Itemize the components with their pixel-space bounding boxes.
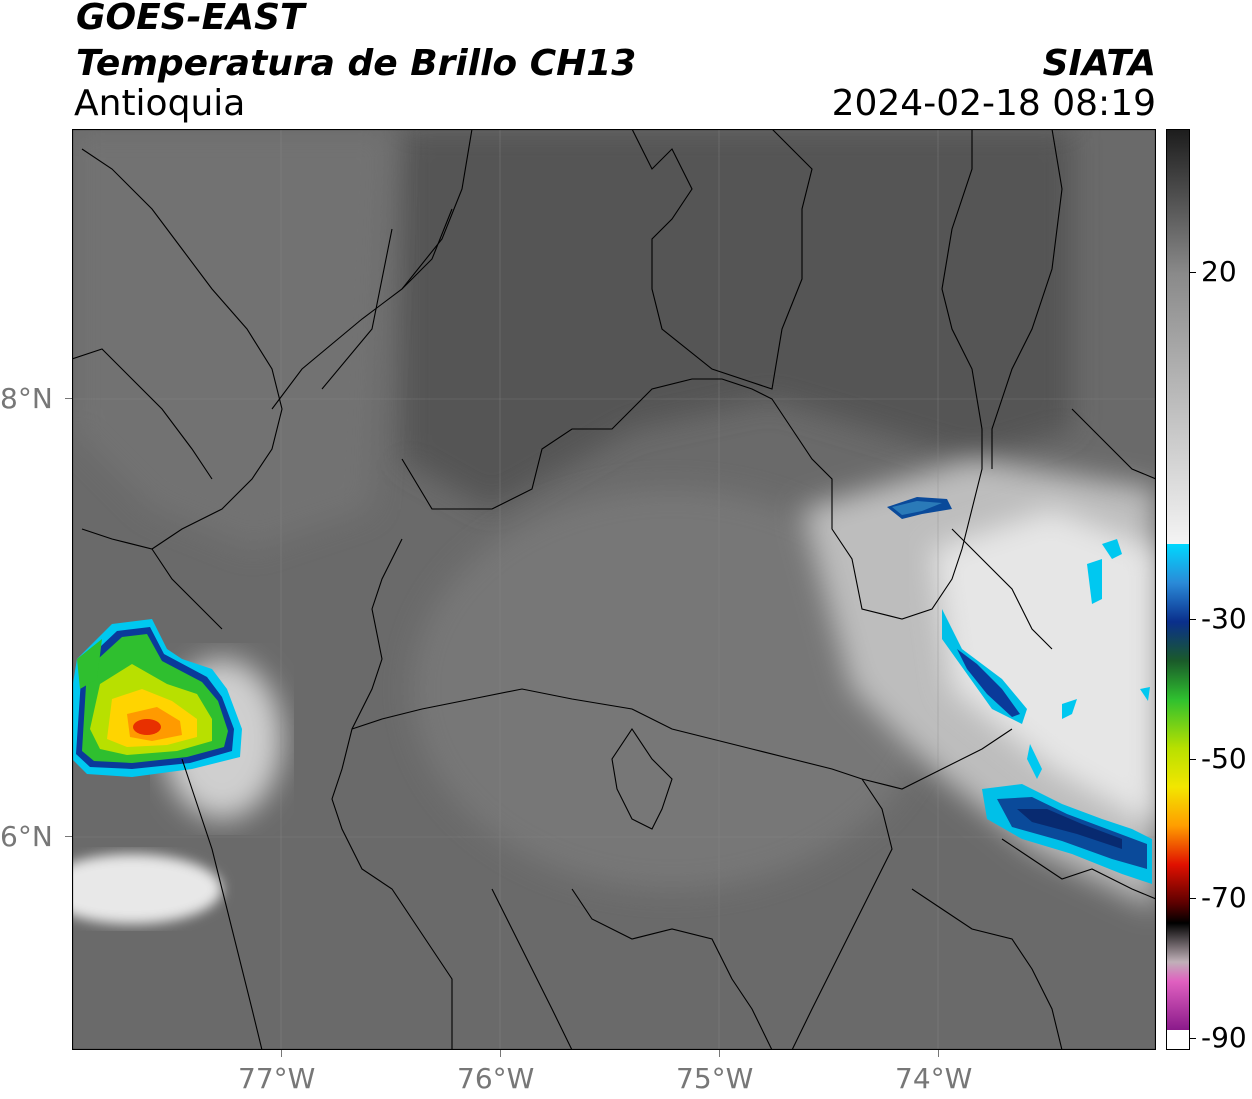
x-tick-label: 76°W <box>457 1062 535 1095</box>
x-tick-mark-76W <box>500 1050 501 1057</box>
satellite-title: GOES-EAST <box>76 0 305 38</box>
colorbar-tick-label: -70 <box>1201 881 1247 914</box>
y-tick-label: 8°N <box>0 382 53 415</box>
brightness-temperature-map <box>72 129 1156 1050</box>
cloud-field-center <box>412 489 932 889</box>
x-tick-mark-75W <box>719 1050 720 1057</box>
graticule <box>72 129 1156 1050</box>
organization-label: SIATA <box>1042 43 1156 84</box>
x-tick-mark-77W <box>281 1050 282 1057</box>
cloud-field-nw <box>72 129 392 549</box>
product-title: Temperatura de Brillo CH13 <box>76 43 637 84</box>
colorbar <box>1166 129 1190 1050</box>
colorbar-tick-label: 20 <box>1201 255 1237 288</box>
cbar-tick-mark <box>1190 898 1196 899</box>
colorbar-tick-label: -50 <box>1201 742 1247 775</box>
colorbar-tick-label: -30 <box>1201 602 1247 635</box>
y-tick-label: 6°N <box>0 820 53 853</box>
y-tick-mark-6N <box>65 836 72 837</box>
convective-cells-east <box>887 497 1152 884</box>
cbar-tick-mark <box>1190 272 1196 273</box>
coastline-boundaries <box>72 129 1156 1050</box>
region-title: Antioquia <box>74 83 246 124</box>
cloud-free-region <box>402 129 1072 509</box>
x-tick-label: 74°W <box>895 1062 973 1095</box>
x-tick-mark-74W <box>938 1050 939 1057</box>
cbar-tick-mark <box>1190 759 1196 760</box>
y-tick-mark-8N <box>65 398 72 399</box>
datetime-label: 2024-02-18 08:19 <box>831 83 1156 124</box>
x-tick-label: 75°W <box>676 1062 754 1095</box>
convective-cell-west <box>72 619 242 777</box>
cloud-field-sw <box>72 854 222 924</box>
colorbar-tick-label: -90 <box>1201 1021 1247 1054</box>
map-frame <box>72 129 1156 1050</box>
cbar-tick-mark <box>1190 1038 1196 1039</box>
cbar-tick-mark <box>1190 619 1196 620</box>
x-tick-label: 77°W <box>238 1062 316 1095</box>
